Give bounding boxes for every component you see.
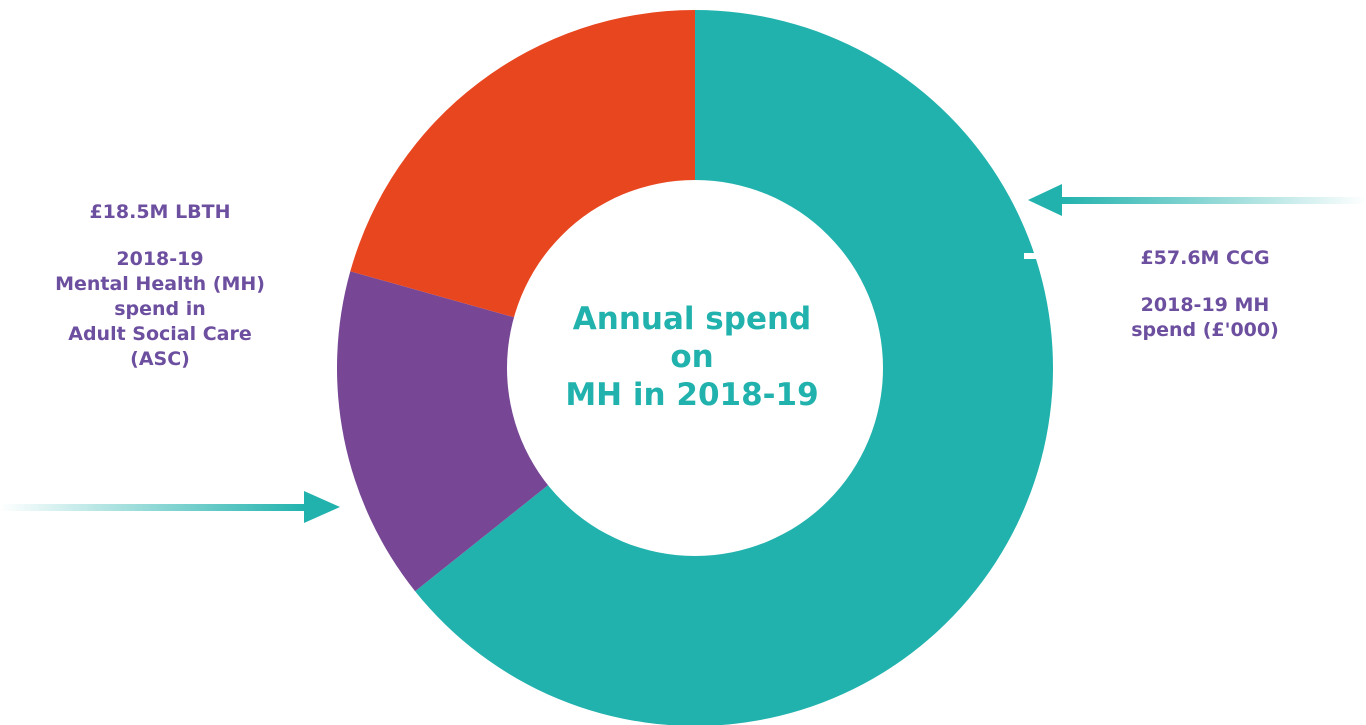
ccg-annotation: £57.6M CCG 2018-19 MH spend (£'000) bbox=[1090, 246, 1320, 343]
center-title: Annual spend on MH in 2018-19 bbox=[512, 300, 872, 414]
right-arrow bbox=[1028, 184, 1366, 216]
center-title-line-1: Annual spend bbox=[572, 301, 812, 337]
ccg-line-1: 2018-19 MH bbox=[1140, 294, 1270, 316]
lbth-line-2: Mental Health (MH) bbox=[55, 273, 265, 295]
lbth-line-4: Adult Social Care bbox=[68, 323, 252, 345]
donut-hole bbox=[507, 180, 883, 556]
lbth-line-5: (ASC) bbox=[130, 348, 190, 370]
center-title-line-3: MH in 2018-19 bbox=[565, 377, 819, 413]
lbth-amount-label: £18.5M LBTH bbox=[89, 201, 231, 223]
ccg-amount-label: £57.6M CCG bbox=[1140, 247, 1270, 269]
lbth-line-3: spend in bbox=[114, 298, 206, 320]
lbth-annotation: £18.5M LBTH 2018-19 Mental Health (MH) s… bbox=[0, 200, 320, 372]
center-title-line-2: on bbox=[670, 339, 714, 375]
ccg-line-2: spend (£'000) bbox=[1131, 319, 1279, 341]
lbth-line-1: 2018-19 bbox=[116, 248, 204, 270]
small-tick-mark bbox=[1024, 253, 1042, 259]
left-arrow bbox=[0, 491, 340, 523]
